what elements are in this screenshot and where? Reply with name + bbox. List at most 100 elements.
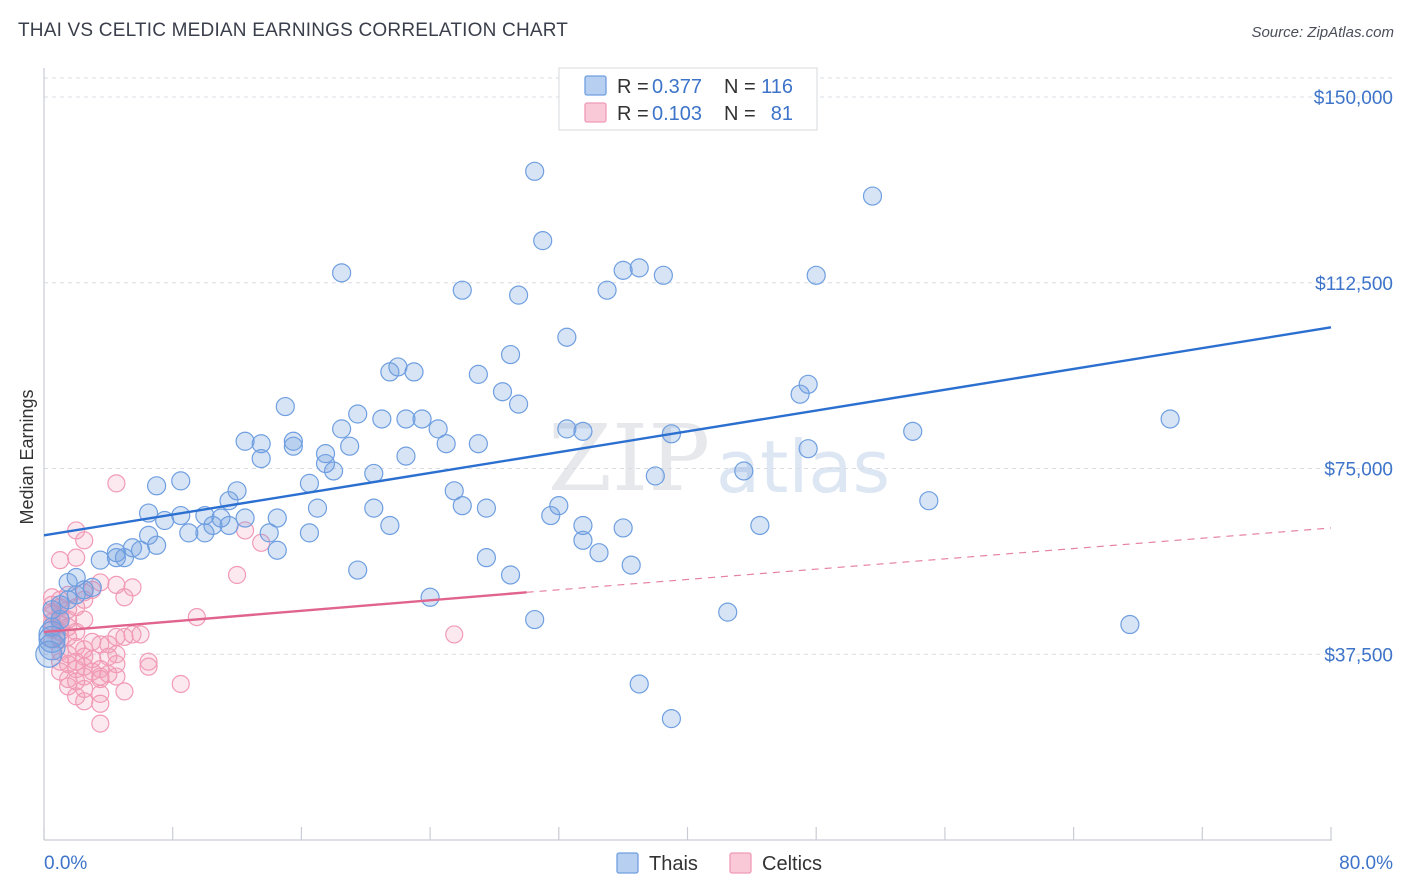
thais-point-36: [283, 436, 303, 456]
thais-point-33: [235, 431, 255, 451]
thais-point-16: [468, 364, 488, 384]
thais-point-47: [645, 466, 665, 486]
thais-point-1: [862, 186, 883, 206]
thais-point-91: [621, 555, 641, 575]
thais-point-8: [452, 280, 472, 300]
thais-point-22: [348, 404, 368, 424]
bottom-legend-swatch-thais: [616, 852, 639, 874]
legend: R = 0.377 N = 116 R = 0.103 N = 81: [558, 67, 818, 131]
thais-point-73: [613, 518, 633, 538]
thais-point-106: [1120, 614, 1140, 635]
thais-point-52: [227, 481, 247, 501]
thais-point-35: [283, 431, 303, 451]
watermark-atlas: atlas: [716, 425, 890, 509]
celtics-point-71: [91, 714, 110, 733]
watermark-zip: ZIP: [548, 405, 710, 512]
thais-point-100: [420, 587, 440, 607]
celtics-point-70: [91, 694, 110, 713]
celtics-point-68: [91, 684, 110, 703]
thais-point-70: [203, 515, 223, 536]
thais-point-92: [348, 560, 368, 580]
thais-point-80: [147, 535, 167, 555]
celtics-point-69: [75, 692, 94, 711]
thais-point-61: [307, 498, 328, 518]
celtics-point-76: [107, 645, 126, 664]
thais-point-71: [219, 515, 239, 536]
thais-point-42: [315, 444, 336, 464]
legend-thais-n: 116: [761, 76, 793, 98]
thais-point-110: [38, 633, 66, 661]
thais-point-46: [364, 463, 384, 484]
bottom-legend-thais: Thais: [649, 853, 698, 875]
thais-point-62: [364, 498, 384, 518]
celtics-trend-extension: [526, 527, 1332, 593]
thais-point-5: [613, 260, 633, 280]
thais-point-112: [661, 709, 682, 729]
thais-point-88: [589, 543, 609, 563]
thais-point-43: [396, 446, 416, 466]
bottom-legend-swatch-celtics: [729, 852, 752, 874]
thais-point-90: [106, 548, 126, 568]
bottom-legend: Thais Celtics: [616, 852, 822, 875]
legend-thais-r: 0.377: [652, 76, 702, 98]
thais-point-69: [380, 515, 400, 536]
thais-point-12: [500, 344, 521, 365]
thais-point-3: [332, 263, 352, 283]
thais-point-105: [525, 609, 545, 630]
celtics-trend-line: [43, 591, 527, 634]
thais-point-15: [404, 362, 424, 382]
thais-point-17: [492, 382, 513, 402]
legend-thais-r-label: R =: [617, 76, 649, 98]
celtics-point-16: [115, 588, 134, 607]
gridlines: [44, 77, 1393, 655]
thais-point-19: [790, 384, 810, 404]
thais-point-9: [508, 285, 529, 305]
y-tick-label-2: $112,500: [1315, 274, 1393, 295]
thais-point-93: [500, 565, 521, 585]
celtics-point-53: [139, 657, 158, 676]
thais-point-102: [42, 600, 62, 620]
thais-point-34: [251, 434, 271, 454]
celtics-point-0: [107, 474, 126, 493]
thais-point-28: [428, 419, 448, 439]
thais-point-66: [235, 508, 255, 528]
thais-point-57: [476, 498, 497, 518]
legend-celtics-n: 81: [771, 103, 793, 125]
legend-thais-n-label: N =: [724, 76, 756, 98]
thais-point-39: [468, 434, 488, 454]
thais-point-111: [629, 674, 649, 694]
x-tick-min: 0.0%: [44, 853, 87, 874]
legend-celtics-r: 0.103: [652, 103, 702, 125]
celtics-point-6: [67, 548, 86, 567]
thais-trend-line: [43, 326, 1332, 537]
celtics-point-66: [115, 682, 134, 701]
thais-point-74: [750, 515, 770, 536]
thais-point-11: [557, 327, 577, 347]
celtics-point-33: [445, 625, 464, 644]
thais-point-10: [597, 280, 617, 300]
thais-point-58: [549, 496, 569, 516]
y-tick-label-3: $150,000: [1314, 88, 1393, 109]
celtics-point-74: [50, 662, 70, 681]
thais-point-50: [147, 476, 167, 496]
thais-point-84: [573, 530, 593, 550]
thais-point-82: [130, 540, 151, 560]
thais-point-68: [541, 505, 561, 526]
trend-lines: [43, 326, 1332, 634]
thais-point-23: [372, 409, 392, 429]
thais-point-21: [508, 394, 529, 414]
thais-point-113: [35, 640, 63, 668]
thais-point-41: [251, 448, 271, 469]
celtics-point-5: [50, 551, 70, 570]
celtics-point-3: [252, 533, 271, 552]
thais-point-27: [332, 419, 352, 439]
celtics-point-7: [227, 565, 247, 585]
legend-celtics-r-label: R =: [617, 103, 649, 125]
thais-point-72: [573, 515, 593, 536]
chart-source: Source: ZipAtlas.com: [1251, 24, 1394, 41]
thais-point-0: [525, 161, 545, 181]
thais-point-26: [1160, 409, 1180, 429]
thais-point-86: [114, 548, 135, 568]
celtics-point-65: [171, 674, 190, 694]
thais-point-30: [573, 421, 593, 441]
